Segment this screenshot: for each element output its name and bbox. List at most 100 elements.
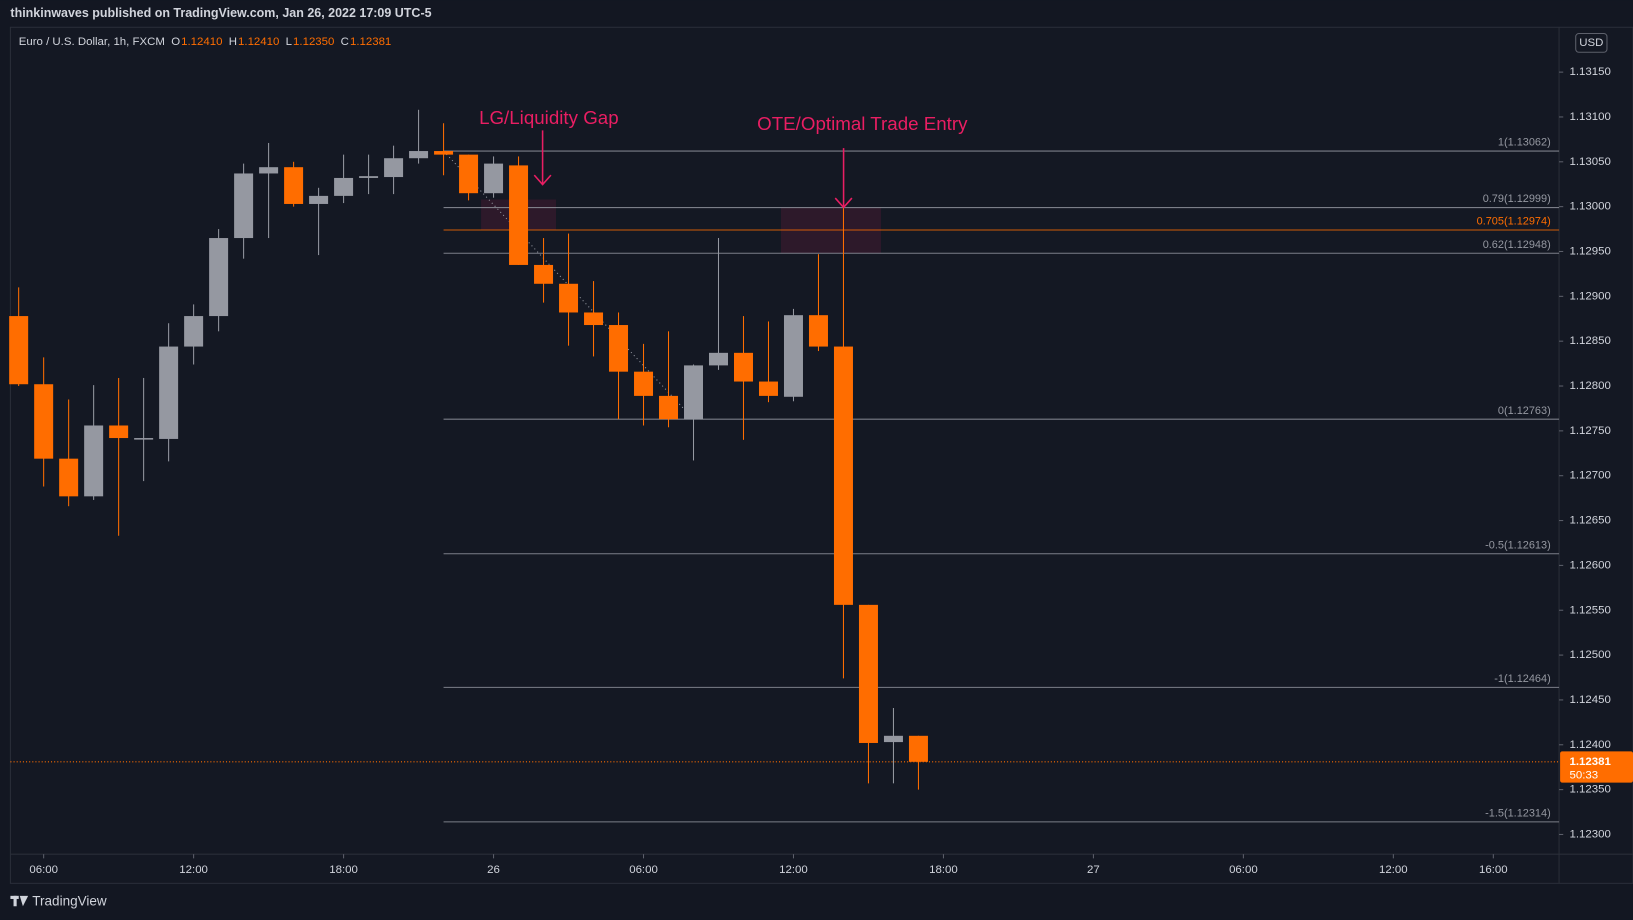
candle-body <box>709 352 728 366</box>
annotation-arrowhead <box>533 174 552 186</box>
y-tick-label: 1.12300 <box>1569 828 1610 840</box>
fib-label: 0.705(1.12974) <box>1477 216 1551 228</box>
candle-body <box>609 325 629 372</box>
candle-body <box>484 163 504 194</box>
candle <box>808 254 828 352</box>
candle <box>259 142 279 239</box>
y-tick-label: 1.13150 <box>1569 66 1610 78</box>
candle <box>109 377 129 536</box>
countdown: 50:33 <box>1569 769 1598 781</box>
candle <box>883 708 903 784</box>
candle <box>309 187 329 256</box>
candle-body <box>109 425 129 439</box>
published-line: thinkinwaves published on TradingView.co… <box>10 6 431 20</box>
annotation-arrowhead <box>834 197 853 209</box>
y-tick-label: 1.12500 <box>1569 649 1610 661</box>
candle-body <box>858 604 878 743</box>
candle <box>908 735 928 790</box>
candle <box>783 308 803 402</box>
x-tick-label: 06:00 <box>29 864 58 876</box>
candle <box>284 161 304 207</box>
y-tick-label: 1.12550 <box>1569 604 1610 616</box>
candle-body <box>659 395 679 420</box>
x-tick-label: 27 <box>1087 864 1100 876</box>
x-tick-label: 16:00 <box>1479 864 1508 876</box>
candle-body <box>184 316 204 347</box>
fib-label: -1(1.12464) <box>1494 673 1550 685</box>
candle-body <box>733 352 753 382</box>
currency-button[interactable] <box>1575 33 1608 53</box>
last-price-box <box>1560 751 1633 783</box>
candle-body <box>584 312 604 326</box>
candle-body <box>359 176 379 178</box>
ohlc-key: L <box>286 36 292 48</box>
candle <box>209 229 229 332</box>
y-tick-label: 1.13050 <box>1569 156 1610 168</box>
candle-body <box>259 167 279 174</box>
x-tick-label: 12:00 <box>779 864 808 876</box>
y-tick-label: 1.12600 <box>1569 559 1610 571</box>
candle <box>609 312 629 420</box>
y-tick-label: 1.12650 <box>1569 515 1610 527</box>
candle <box>459 154 479 201</box>
candle-body <box>783 315 803 397</box>
currency[interactable]: USD <box>1579 37 1603 49</box>
candle-body <box>534 264 554 284</box>
fib-label: 0(1.12763) <box>1498 405 1551 417</box>
candle <box>159 323 179 462</box>
y-tick-label: 1.12450 <box>1569 694 1610 706</box>
candle <box>434 123 454 176</box>
candle-body <box>883 735 903 743</box>
candle <box>9 287 29 387</box>
candle <box>858 604 878 784</box>
annotation: OTE/Optimal Trade Entry <box>757 113 968 134</box>
brand: TradingView <box>32 894 107 909</box>
candle <box>833 207 853 679</box>
candle <box>584 281 604 357</box>
candle <box>484 156 504 198</box>
candle-body <box>59 458 79 497</box>
candle <box>134 377 154 482</box>
x-tick-label: 06:00 <box>629 864 658 876</box>
x-tick-label: 12:00 <box>1379 864 1408 876</box>
candle <box>709 238 728 370</box>
candle <box>334 154 354 204</box>
y-tick-label: 1.13100 <box>1569 111 1610 123</box>
fib-label: 0.62(1.12948) <box>1483 239 1551 251</box>
candle-body <box>9 316 29 385</box>
candle-body <box>84 425 104 497</box>
candle <box>409 109 429 164</box>
candle-body <box>134 438 154 440</box>
y-tick-label: 1.12700 <box>1569 470 1610 482</box>
fib-label: -0.5(1.12613) <box>1485 539 1551 551</box>
x-tick-label: 18:00 <box>929 864 958 876</box>
candle <box>684 364 704 461</box>
x-tick-label: 12:00 <box>179 864 208 876</box>
candle-body <box>234 173 254 239</box>
candle <box>59 399 79 507</box>
candle-body <box>334 177 354 196</box>
chart-frame <box>9 26 1633 884</box>
candle-body <box>209 238 229 317</box>
annotation: LG/Liquidity Gap <box>479 107 619 128</box>
ohlc-key: H <box>229 36 237 48</box>
x-tick-label: 26 <box>487 864 500 876</box>
candle <box>84 385 104 500</box>
candle-body <box>559 283 579 313</box>
ohlc-value: 1.12350 <box>293 36 334 48</box>
candle-body <box>284 167 304 204</box>
candle-body <box>459 154 479 194</box>
candle <box>384 145 404 195</box>
last-price-label: 1.12381 <box>1569 756 1611 768</box>
candle <box>559 233 579 346</box>
candle-body <box>908 735 928 762</box>
y-tick-label: 1.12950 <box>1569 246 1610 258</box>
candle-body <box>808 315 828 347</box>
y-tick-label: 1.12350 <box>1569 784 1610 796</box>
ohlc-key: C <box>341 36 349 48</box>
candle <box>733 316 753 440</box>
ohlc-value: 1.12410 <box>181 36 222 48</box>
y-tick-label: 1.12400 <box>1569 739 1610 751</box>
candle-body <box>34 384 54 459</box>
